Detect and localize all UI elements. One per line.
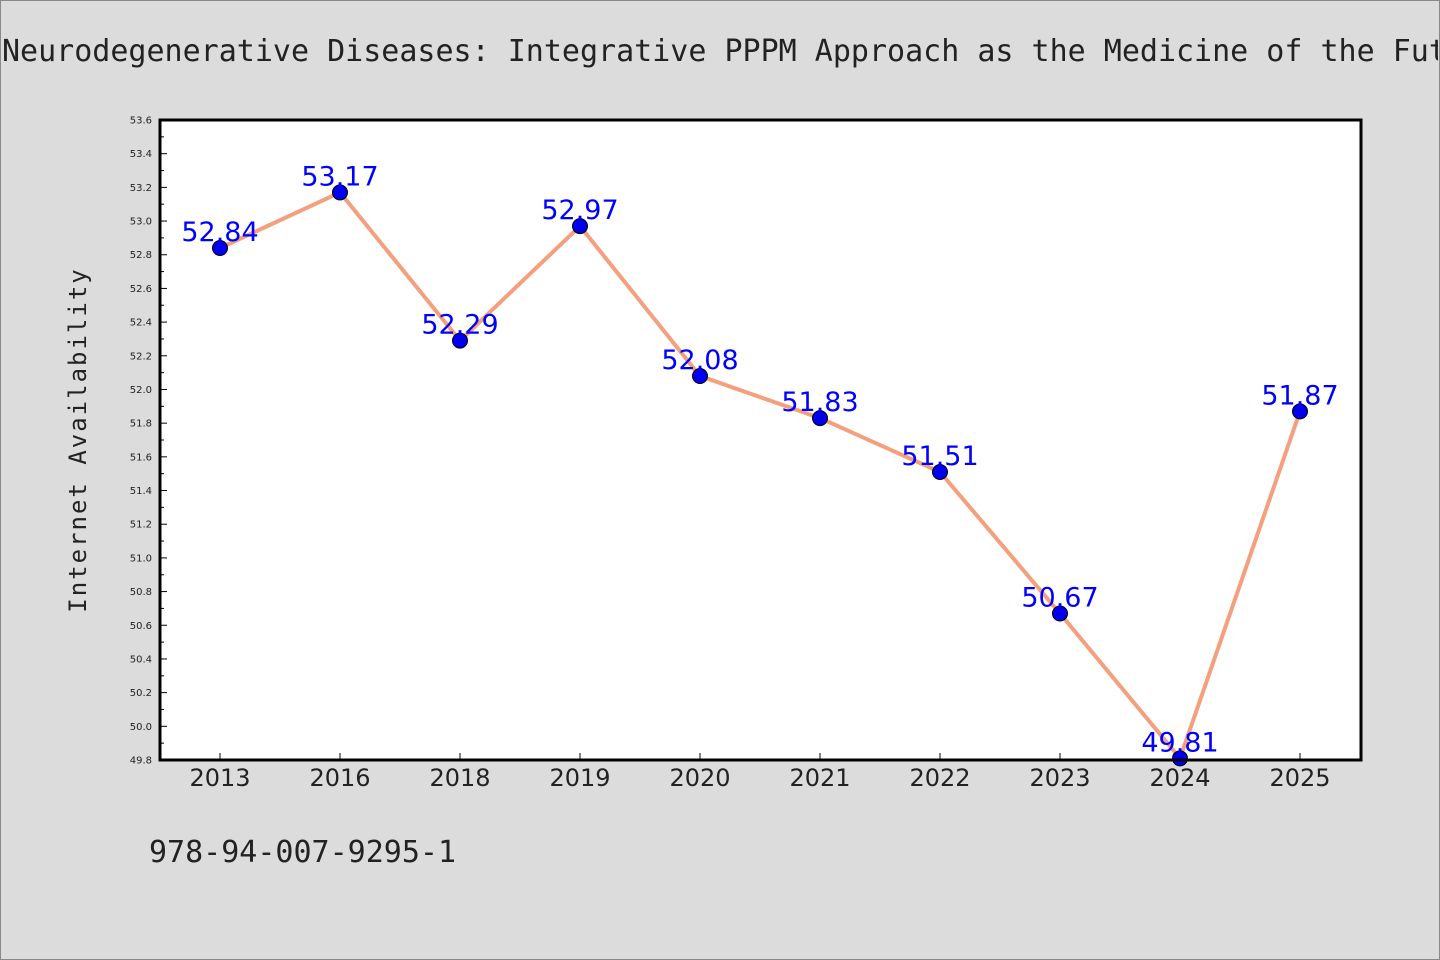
y-tick-label: 52.6 [130, 284, 152, 295]
y-tick-label: 50.4 [130, 654, 152, 665]
x-axis: 2013 2016 2018 2019 2020 2021 2022 2023 2024 2025 [189, 753, 1331, 792]
data-point [1172, 750, 1188, 767]
y-tick-label: 53.6 [130, 116, 152, 127]
y-tick-label: 53.2 [130, 183, 152, 194]
y-tick-label: 51.8 [130, 419, 152, 430]
y-tick-label: 51.0 [130, 553, 152, 564]
x-tick-label: 2020 [669, 764, 730, 792]
data-label: 49.81 [1141, 727, 1218, 758]
x-tick-label: 2013 [189, 764, 250, 792]
chart-title: Neurodegenerative Diseases: Integrative … [2, 34, 1438, 69]
data-label: 52.97 [541, 195, 618, 226]
y-tick-label: 52.4 [130, 318, 152, 329]
y-tick-label: 52.8 [130, 250, 152, 261]
x-tick-label: 2024 [1149, 764, 1210, 792]
plot-area [160, 120, 1361, 760]
data-label: 51.51 [901, 441, 978, 472]
data-point [1292, 403, 1308, 420]
y-tick-label: 52.0 [130, 385, 152, 396]
data-point [452, 332, 468, 349]
y-tick-label: 52.2 [130, 351, 152, 362]
y-tick-label: 50.2 [130, 688, 152, 699]
y-tick-label: 51.2 [130, 520, 152, 531]
data-labels: 52.84 53.17 52.29 52.97 52.08 51.83 51.51 50.67… [181, 161, 1338, 758]
data-label: 51.87 [1261, 380, 1338, 411]
x-tick-label: 2016 [309, 764, 370, 792]
x-tick-label: 2018 [429, 764, 490, 792]
isbn-text: 978-94-007-9295-1 [149, 835, 457, 870]
y-tick-label: 49.8 [130, 756, 152, 767]
y-tick-label: 53.4 [130, 149, 152, 160]
data-point [1052, 605, 1068, 622]
x-tick-label: 2022 [909, 764, 970, 792]
data-label: 52.29 [421, 310, 498, 341]
x-tick-label: 2023 [1029, 764, 1090, 792]
y-axis-label: Internet Availability [64, 267, 92, 612]
data-markers [212, 184, 1308, 767]
data-label: 51.83 [781, 387, 858, 418]
data-label: 50.67 [1021, 582, 1098, 613]
data-point [572, 218, 588, 235]
data-point [212, 240, 228, 256]
y-tick-label: 50.0 [130, 722, 152, 733]
data-point [932, 464, 948, 480]
data-point [812, 410, 828, 427]
y-tick-label: 51.4 [130, 486, 152, 497]
x-tick-label: 2025 [1269, 764, 1330, 792]
x-tick-label: 2019 [549, 764, 610, 792]
x-tick-label: 2021 [789, 764, 850, 792]
y-tick-label: 50.6 [130, 621, 152, 632]
data-label: 52.84 [181, 217, 258, 248]
data-point [692, 368, 708, 384]
y-axis: 49.8 50.0 50.2 50.4 50.6 50.8 51.0 51.2 51.4 51.6… [130, 116, 167, 767]
y-tick-label: 51.6 [130, 452, 152, 463]
series-line [219, 190, 1302, 761]
y-tick-label: 53.0 [130, 217, 152, 228]
data-point [332, 184, 348, 201]
data-label: 53.17 [301, 161, 378, 192]
y-tick-label: 50.8 [130, 587, 152, 598]
plot-border [158, 118, 1363, 762]
data-label: 52.08 [661, 345, 738, 376]
